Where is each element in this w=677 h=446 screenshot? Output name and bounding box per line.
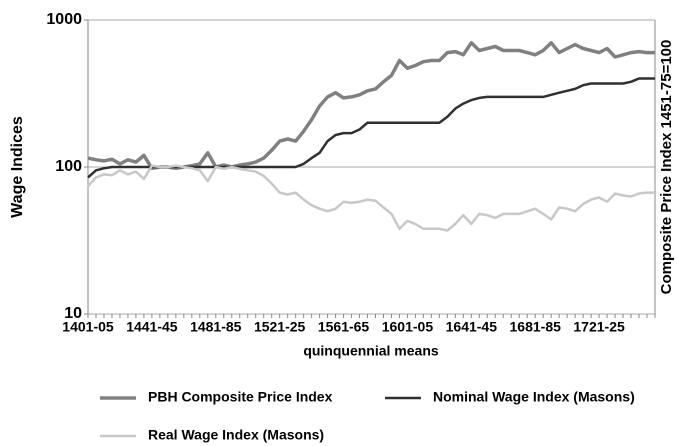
x-tick-label: 1401-05 (62, 319, 114, 335)
x-tick-label: 1441-45 (126, 319, 178, 335)
x-tick-label: 1601-05 (382, 319, 434, 335)
x-axis-title: quinquennial means (303, 343, 439, 359)
legend-label: PBH Composite Price Index (148, 389, 333, 405)
y-tick-label: 1000 (46, 11, 82, 28)
series-line (87, 77, 655, 179)
x-tick-label: 1641-45 (446, 319, 498, 335)
x-tick-label: 1521-25 (254, 319, 306, 335)
legend-label: Real Wage Index (Masons) (148, 427, 324, 443)
series-line (87, 41, 655, 171)
y-axis-title: Wage Indices (9, 116, 26, 218)
x-tick-label: 1681-85 (510, 319, 562, 335)
x-tick-label: 1561-65 (318, 319, 370, 335)
y2-axis-title: Composite Price Index 1451-75=100 (658, 40, 675, 295)
y-tick-label: 100 (55, 158, 82, 175)
x-tick-label: 1721-25 (573, 319, 625, 335)
legend-label: Nominal Wage Index (Masons) (433, 389, 635, 405)
series-line (87, 164, 655, 232)
y-tick-label: 10 (64, 305, 82, 322)
x-tick-label: 1481-85 (190, 319, 242, 335)
